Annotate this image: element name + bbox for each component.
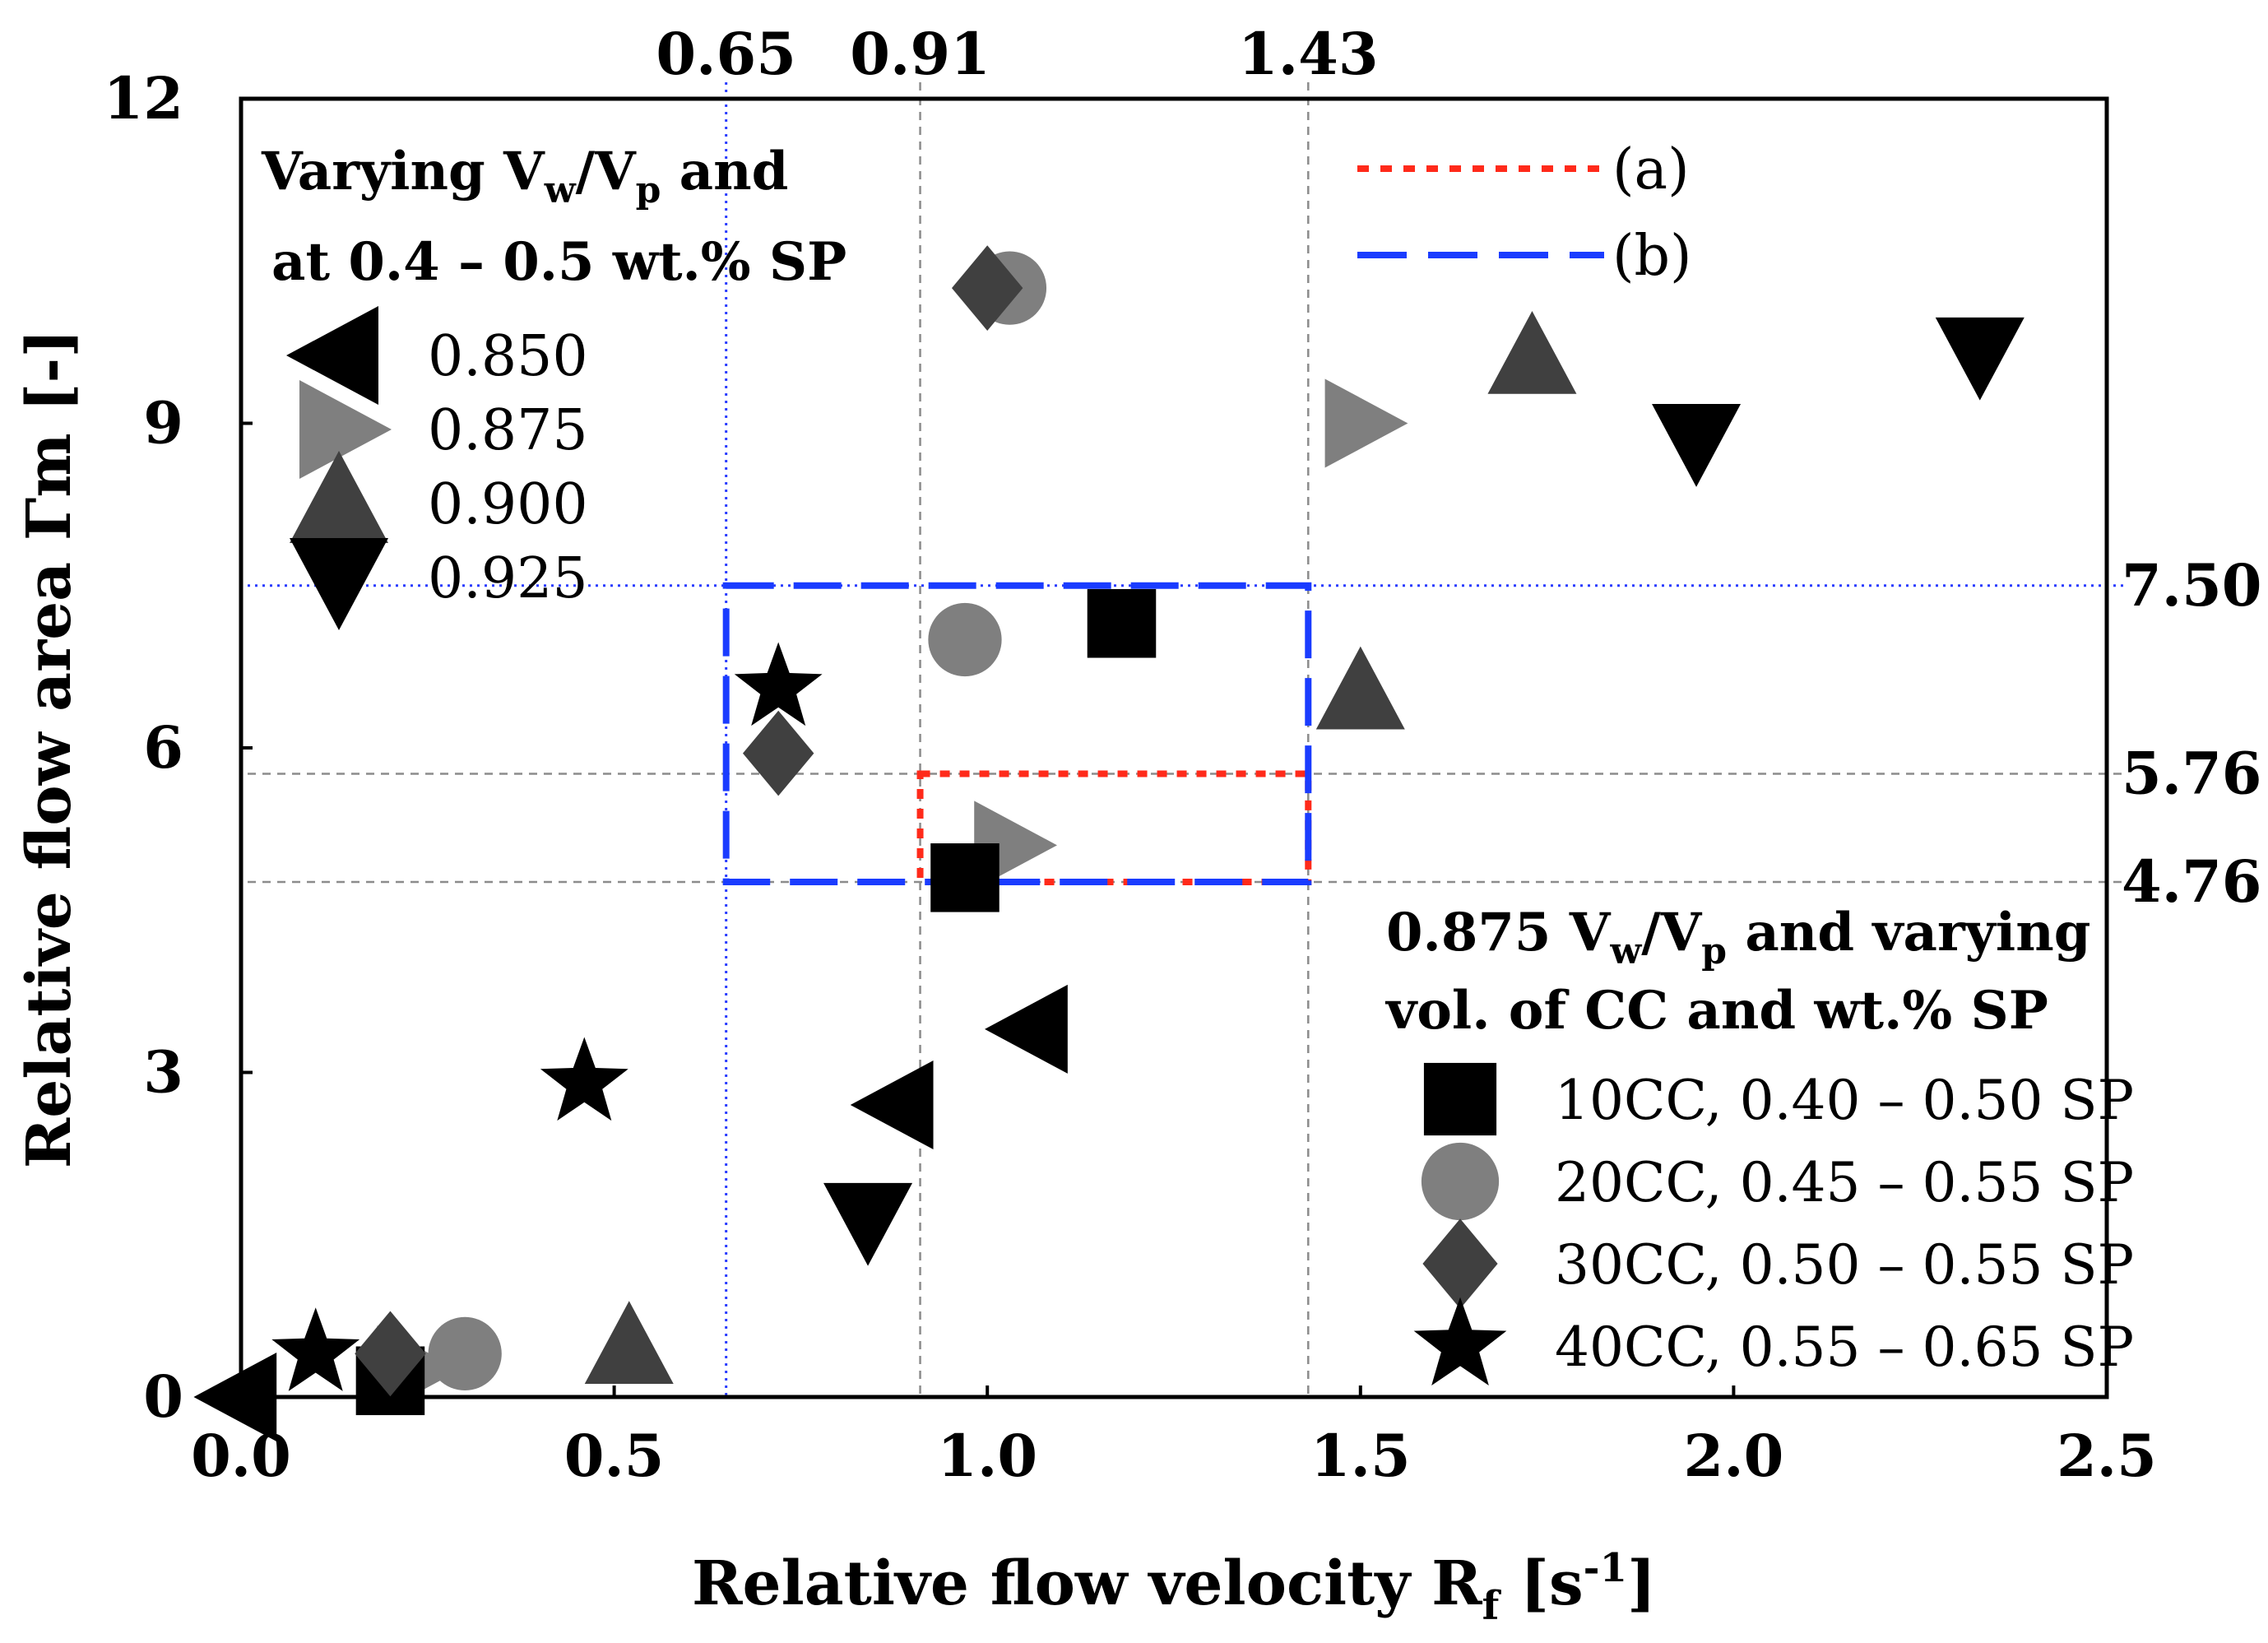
legend-top-marker — [286, 306, 378, 405]
y-tick-label: 6 — [143, 713, 183, 782]
point-triangle-up — [1487, 311, 1577, 394]
legend-top-label: 0.925 — [428, 546, 588, 611]
regions — [722, 582, 1312, 886]
point-triangle-left — [985, 984, 1068, 1074]
point-circle — [428, 1316, 502, 1391]
y-tick-label: 9 — [143, 389, 183, 457]
legend-bottom-title-line2: vol. of CC and wt.% SP — [1384, 980, 2048, 1042]
legend-top-title-line1: Varying Vw/Vp and — [261, 141, 788, 211]
point-triangle-left — [850, 1060, 934, 1149]
legend-bottom-marker — [1422, 1218, 1498, 1309]
legends: Varying Vw/Vp and at 0.4 – 0.5 wt.% SP 0.8… — [261, 137, 2134, 1385]
right-tick-label: 5.76 — [2122, 740, 2262, 808]
legend-top-title-line2: at 0.4 – 0.5 wt.% SP — [271, 231, 846, 293]
top-tick-label: 0.91 — [850, 20, 990, 88]
x-axis-label: Relative flow velocity Rf [s-1] — [692, 1545, 1656, 1629]
right-tick-label: 4.76 — [2122, 847, 2262, 916]
point-triangle-down — [1935, 317, 2025, 401]
y-tick-label: 0 — [143, 1362, 183, 1431]
data-points — [193, 245, 2025, 1441]
legend-bottom-label: 40CC, 0.55 – 0.65 SP — [1555, 1316, 2134, 1379]
legend-top-label: 0.875 — [428, 398, 588, 463]
legend-top-label: 0.900 — [428, 472, 588, 537]
x-tick-label: 2.0 — [1684, 1422, 1784, 1490]
point-square — [930, 843, 999, 912]
y-tick-label: 3 — [143, 1038, 183, 1107]
point-triangle-down — [1652, 404, 1742, 487]
y-axis-label: Relative flow area Γm [-] — [14, 329, 85, 1168]
point-triangle-down — [823, 1182, 913, 1266]
right-tick-label: 7.50 — [2122, 551, 2262, 620]
y-tick-label: 12 — [104, 64, 183, 132]
legend-bottom-marker — [1413, 1297, 1507, 1385]
top-tick-label: 0.65 — [656, 20, 796, 88]
point-star — [734, 642, 823, 726]
x-tick-label: 2.5 — [2057, 1422, 2157, 1490]
top-tick-label: 1.43 — [1238, 20, 1379, 88]
point-diamond — [355, 1311, 426, 1397]
legend-bottom-marker — [1421, 1142, 1500, 1221]
legend-bottom-label: 10CC, 0.40 – 0.50 SP — [1555, 1069, 2134, 1132]
legend-region-label: (b) — [1612, 224, 1692, 289]
legend-bottom-marker — [1423, 1062, 1497, 1136]
x-tick-label: 1.0 — [937, 1422, 1037, 1490]
legend-top-marker — [290, 451, 388, 543]
point-triangle-left — [193, 1353, 277, 1441]
legend-bottom-title-line1: 0.875 Vw/Vp and varying — [1386, 902, 2091, 972]
legend-region-label: (a) — [1612, 137, 1690, 202]
region-b — [722, 582, 1312, 886]
legend-top-marker — [290, 538, 388, 630]
legend-top-marker — [299, 380, 392, 479]
point-circle — [928, 602, 1002, 677]
legend-bottom-label: 30CC, 0.50 – 0.55 SP — [1555, 1233, 2134, 1297]
point-triangle-right — [1324, 378, 1408, 468]
point-triangle-up — [1315, 646, 1405, 730]
point-star — [540, 1037, 628, 1121]
point-diamond — [742, 710, 814, 796]
point-diamond — [952, 245, 1023, 331]
point-triangle-up — [584, 1301, 674, 1385]
legend-top-label: 0.850 — [428, 324, 588, 389]
point-square — [1087, 589, 1157, 658]
x-tick-label: 1.5 — [1310, 1422, 1411, 1490]
x-tick-label: 0.5 — [564, 1422, 665, 1490]
legend-bottom-label: 20CC, 0.45 – 0.55 SP — [1555, 1151, 2134, 1214]
point-star — [271, 1307, 360, 1391]
